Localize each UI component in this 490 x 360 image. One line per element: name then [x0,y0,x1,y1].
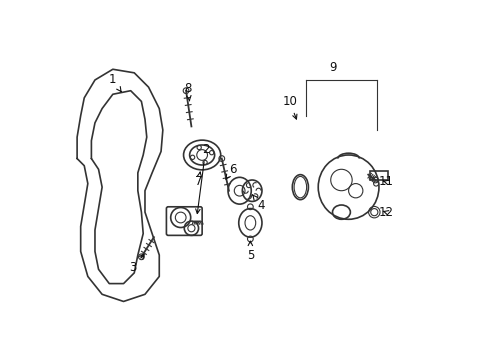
Text: 1: 1 [109,73,121,92]
Text: 9: 9 [329,61,336,74]
Text: 11: 11 [379,175,393,188]
Text: 10: 10 [282,95,297,119]
Bar [370,171,388,180]
Text: 3: 3 [129,255,144,274]
Text: 2: 2 [196,143,209,213]
Text: 5: 5 [246,241,254,261]
Text: 4: 4 [253,195,265,212]
Text: 6: 6 [226,163,236,179]
Text: 8: 8 [184,82,192,101]
Text: 12: 12 [379,206,393,219]
Text: 7: 7 [195,172,202,188]
